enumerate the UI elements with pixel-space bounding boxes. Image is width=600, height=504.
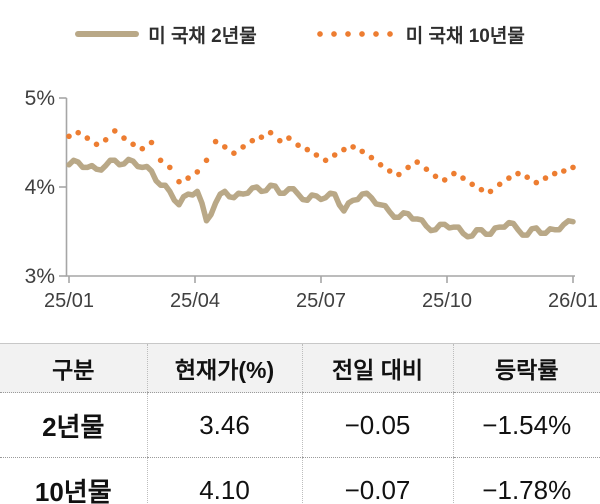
series-dot-10yr <box>368 154 375 161</box>
table-row-10yr: 10년물 4.10 −0.07 −1.78% <box>0 457 600 504</box>
series-dot-10yr <box>75 129 81 136</box>
series-dot-10yr <box>249 137 256 144</box>
legend-label-2yr: 미 국채 2년물 <box>148 25 257 47</box>
y-tick-label: 3% <box>25 265 55 288</box>
cell-2yr-pct: −1.54% <box>452 392 600 458</box>
series-dot-10yr <box>561 168 567 174</box>
series-dot-10yr <box>167 164 173 171</box>
x-tick-label: 25/10 <box>422 290 472 312</box>
legend-item-10yr: 미 국채 10년물 <box>312 21 525 48</box>
series-dot-10yr <box>460 175 466 181</box>
series-dot-10yr <box>222 144 228 150</box>
series-dot-10yr <box>451 170 457 177</box>
legend-item-2yr: 미 국채 2년물 <box>75 21 257 48</box>
series-dot-10yr <box>469 181 476 188</box>
chart-legend: 미 국채 2년물 미 국채 10년물 <box>0 0 600 60</box>
series-dot-10yr <box>286 135 292 141</box>
10yr-dots-swatch-icon <box>312 29 397 39</box>
series-dot-10yr <box>240 144 246 150</box>
yield-table: 구분 현재가(%) 전일 대비 등락률 2년물 3.46 −0.05 −1.54… <box>0 343 600 504</box>
series-dot-10yr <box>322 157 329 164</box>
series-dot-10yr <box>112 128 118 134</box>
cell-10yr-change: −0.07 <box>301 457 453 504</box>
x-tick-label: 26/01 <box>548 290 598 312</box>
series-dot-10yr <box>396 171 402 178</box>
series-dot-10yr <box>331 152 338 158</box>
series-dot-10yr <box>496 181 503 188</box>
series-dot-10yr <box>506 175 512 181</box>
series-dot-10yr <box>377 162 384 168</box>
series-dot-10yr <box>304 146 311 153</box>
series-dot-10yr <box>542 175 549 181</box>
series-dot-10yr <box>423 166 430 172</box>
series-dot-10yr <box>414 159 421 165</box>
series-dot-10yr <box>267 129 274 136</box>
series-dot-10yr <box>350 144 356 150</box>
series-dot-10yr <box>533 179 540 186</box>
series-dot-10yr <box>258 134 265 140</box>
axis-lines <box>65 98 575 277</box>
x-tick-label: 25/07 <box>296 290 346 312</box>
series-dot-10yr <box>515 170 521 177</box>
table-row-2yr: 2년물 3.46 −0.05 −1.54% <box>0 392 600 458</box>
series-dot-10yr <box>84 135 91 141</box>
cell-2yr-name: 2년물 <box>0 392 147 458</box>
cell-10yr-pct: −1.78% <box>452 457 600 504</box>
series-dot-10yr <box>176 178 182 185</box>
series-dot-10yr <box>432 173 439 180</box>
col-header-change: 전일 대비 <box>301 343 453 393</box>
x-tick-label: 25/04 <box>170 290 220 312</box>
series-dot-10yr <box>570 164 576 171</box>
series-dot-10yr <box>148 139 155 146</box>
cell-2yr-price: 3.46 <box>146 392 302 458</box>
series-line-2yr <box>66 156 576 240</box>
series-dot-10yr <box>441 177 448 183</box>
series-dot-10yr <box>313 152 320 158</box>
series-dot-10yr <box>139 145 146 152</box>
x-tick-label: 25/01 <box>44 290 94 312</box>
series-dot-10yr <box>295 142 301 148</box>
series-dot-10yr <box>130 141 136 148</box>
series-dot-10yr <box>66 133 72 140</box>
yield-chart: 5% 4% 3%25/01 25/04 25/07 25/10 26/01 <box>25 87 598 312</box>
series-dot-10yr <box>405 164 411 171</box>
cell-10yr-price: 4.10 <box>146 457 302 504</box>
series-dot-10yr <box>487 188 494 195</box>
series-dot-10yr <box>386 168 393 174</box>
series-dot-10yr <box>157 157 164 164</box>
series-dot-10yr <box>551 170 558 177</box>
series-dot-10yr <box>359 148 366 155</box>
series-dot-10yr <box>212 138 219 145</box>
y-tick-label: 5% <box>25 87 55 110</box>
cell-2yr-change: −0.05 <box>301 392 453 458</box>
series-dot-10yr <box>231 150 237 156</box>
series-dot-10yr <box>185 175 191 181</box>
series-dot-10yr <box>341 146 347 153</box>
series-dot-10yr <box>102 137 109 143</box>
legend-label-10yr: 미 국채 10년물 <box>405 25 525 47</box>
col-header-category: 구분 <box>0 343 147 393</box>
series-dot-10yr <box>194 169 201 175</box>
col-header-pct: 등락률 <box>452 343 600 393</box>
y-tick-label: 4% <box>25 176 55 199</box>
col-header-price: 현재가(%) <box>146 343 302 393</box>
series-dot-10yr <box>93 141 100 148</box>
series-dot-10yr <box>478 186 485 193</box>
2yr-line-swatch-icon <box>75 31 140 37</box>
series-dot-10yr <box>277 137 283 144</box>
cell-10yr-name: 10년물 <box>34 476 112 504</box>
series-dot-10yr <box>203 157 210 164</box>
table-header-row: 구분 현재가(%) 전일 대비 등락률 <box>0 343 600 393</box>
series-dot-10yr <box>524 174 530 180</box>
series-dot-10yr <box>121 135 127 141</box>
